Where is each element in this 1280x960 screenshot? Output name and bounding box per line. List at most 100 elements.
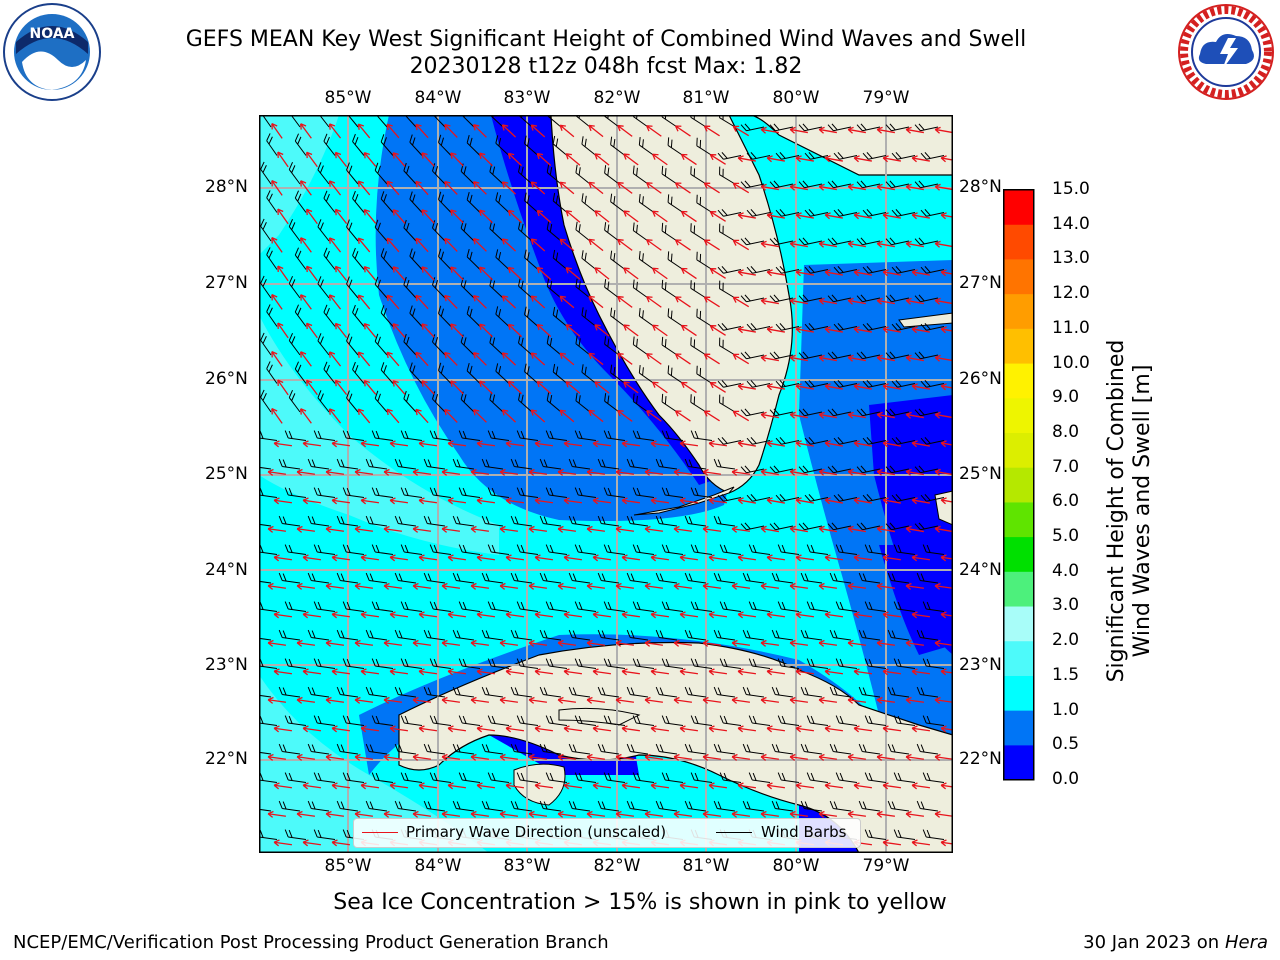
wave-arrow	[530, 181, 546, 195]
wind-barb	[575, 278, 591, 299]
wind-barb	[922, 715, 945, 726]
wave-arrow	[476, 554, 496, 562]
wind-barb	[769, 465, 794, 474]
wind-barb	[604, 336, 620, 356]
wind-barb	[603, 544, 626, 555]
wave-arrow	[389, 668, 409, 676]
wind-barb	[374, 162, 388, 185]
wave-arrow	[702, 696, 722, 704]
wave-arrow	[824, 326, 843, 334]
wave-arrow	[853, 497, 872, 505]
wind-barb	[769, 237, 794, 246]
wave-arrow	[818, 354, 837, 362]
colorbar-tick-label: 9.0	[1052, 387, 1080, 408]
wave-arrow	[911, 497, 930, 505]
wind-barb	[713, 686, 736, 698]
wind-barb	[574, 658, 597, 669]
wind-barb	[604, 222, 620, 242]
wave-arrow	[876, 183, 895, 191]
colorbar-tick-label: 2.0	[1052, 630, 1080, 651]
wind-barb	[829, 572, 852, 584]
wave-arrow	[853, 668, 873, 676]
wind-barb	[575, 164, 591, 185]
wave-arrow	[557, 810, 577, 818]
wave-arrow	[615, 582, 635, 590]
wave-arrow	[911, 782, 931, 790]
wave-arrow	[708, 725, 728, 733]
wind-barb	[804, 494, 829, 502]
wind-barb	[798, 180, 823, 189]
wind-barb	[260, 275, 272, 299]
wind-barb	[259, 629, 272, 641]
colorbar-tick-label: 11.0	[1052, 317, 1090, 338]
wind-barb	[380, 362, 394, 384]
wave-arrow	[470, 639, 490, 647]
wave-arrow	[505, 497, 525, 505]
wave-arrow	[267, 810, 287, 818]
wind-barb	[771, 629, 794, 641]
lon-label-top-82w: 82°W	[593, 88, 641, 108]
wave-arrow	[853, 554, 873, 562]
wave-arrow	[673, 468, 693, 476]
wind-barb	[336, 572, 359, 584]
wind-barb	[914, 522, 939, 531]
wind-barb	[317, 276, 330, 299]
colorbar-tick-label: 1.5	[1052, 664, 1080, 685]
wind-barb	[632, 430, 655, 441]
wind-barb	[690, 430, 713, 441]
wave-arrow	[905, 354, 924, 362]
wave-arrow	[305, 379, 318, 396]
wind-barb	[429, 430, 452, 441]
wave-arrow	[905, 126, 924, 134]
wave-arrow	[389, 440, 409, 448]
wave-arrow	[305, 151, 318, 168]
wind-barb	[626, 800, 649, 812]
wave-arrow	[615, 810, 635, 818]
wave-arrow	[383, 582, 403, 590]
wind-barb	[610, 136, 626, 156]
wave-arrow	[905, 297, 924, 305]
wave-arrow	[450, 323, 464, 338]
wave-arrow	[277, 379, 289, 396]
wind-barb	[574, 715, 597, 726]
wave-arrow	[592, 611, 612, 619]
wave-arrow	[447, 497, 467, 505]
wave-arrow	[565, 210, 581, 223]
wind-barb	[481, 743, 504, 755]
wind-barb	[922, 544, 945, 555]
wave-arrow	[702, 582, 722, 590]
wave-arrow	[563, 725, 583, 733]
wind-barb	[438, 305, 452, 327]
wave-arrow	[617, 295, 633, 308]
wind-barb	[394, 686, 417, 698]
wave-arrow	[905, 411, 924, 419]
wave-arrow	[847, 639, 867, 647]
wave-arrow	[536, 380, 552, 394]
wind-barb	[495, 363, 510, 384]
wind-barb	[858, 686, 881, 698]
wave-arrow	[505, 782, 525, 790]
wind-barb	[352, 247, 365, 270]
wave-arrow	[911, 383, 930, 391]
wave-arrow	[360, 497, 380, 505]
wave-arrow	[299, 351, 312, 367]
wave-arrow	[271, 123, 283, 139]
wave-arrow	[563, 497, 583, 505]
wind-barb	[394, 743, 417, 755]
wind-barb	[696, 365, 713, 384]
wind-barb	[769, 408, 794, 417]
wave-arrow	[563, 554, 583, 562]
wind-barb	[400, 487, 423, 498]
wave-arrow	[325, 810, 345, 818]
wave-arrow	[731, 639, 751, 647]
wind-barb	[638, 250, 655, 270]
wind-barb	[336, 800, 359, 812]
wave-arrow	[876, 468, 895, 476]
wind-barb	[856, 180, 881, 189]
wave-arrow	[789, 753, 809, 761]
wind-barb	[632, 544, 655, 555]
wind-barb	[278, 515, 301, 527]
wave-arrow	[472, 295, 487, 309]
wave-arrow	[444, 294, 458, 309]
wind-barb	[429, 772, 452, 783]
